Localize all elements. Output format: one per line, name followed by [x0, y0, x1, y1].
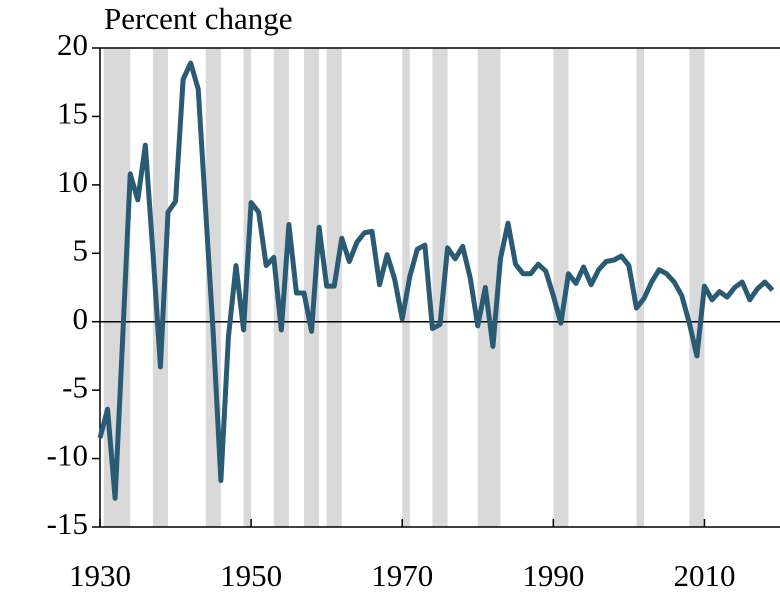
- y-tick-label: -10: [47, 438, 88, 473]
- shaded-period: [553, 48, 569, 527]
- y-tick-label: 10: [57, 164, 88, 199]
- shaded-period: [273, 48, 289, 527]
- shaded-period: [636, 48, 644, 527]
- x-tick-label: 2010: [673, 558, 735, 593]
- shaded-period: [152, 48, 168, 527]
- x-tick-label: 1990: [522, 558, 584, 593]
- y-tick-label: 20: [57, 27, 88, 62]
- shaded-period: [432, 48, 448, 527]
- chart-title: Percent change: [104, 1, 292, 36]
- x-tick-label: 1970: [371, 558, 433, 593]
- shaded-period: [689, 48, 705, 527]
- y-tick-label: -5: [62, 369, 88, 404]
- y-tick-label: 15: [57, 96, 88, 131]
- x-tick-label: 1930: [69, 558, 131, 593]
- y-tick-label: -15: [47, 506, 88, 541]
- shaded-period: [477, 48, 501, 527]
- data-line: [97, 60, 775, 501]
- shaded-period: [304, 48, 320, 527]
- y-tick-label: 0: [73, 301, 89, 336]
- y-tick-label: 5: [73, 232, 89, 267]
- x-tick-label: 1950: [220, 558, 282, 593]
